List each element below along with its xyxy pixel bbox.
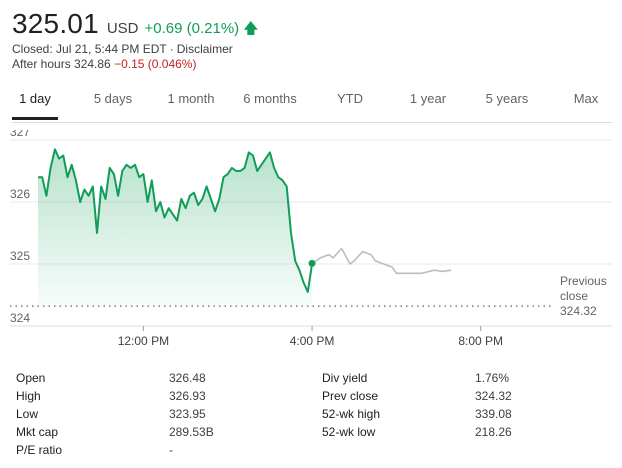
stat-label: Open xyxy=(16,371,46,385)
regular-session-area xyxy=(38,149,312,307)
previous-close-label: Previous xyxy=(560,274,607,288)
stat-value: 326.93 xyxy=(169,389,206,403)
stat-value: 289.53B xyxy=(169,425,214,439)
stat-value: 324.32 xyxy=(475,389,512,403)
market-status: Closed: Jul 21, 5:44 PM EDT · Disclaimer xyxy=(12,42,612,57)
price-chart[interactable]: 327 326 325 324 12:00 PM 4:00 PM 8:00 PM Previo… xyxy=(0,130,622,360)
regular-session-line xyxy=(38,148,313,293)
tab-ytd[interactable]: YTD xyxy=(337,91,363,106)
stat-label: Div yield xyxy=(322,371,368,385)
previous-close-value: 324.32 xyxy=(560,304,597,318)
tab-6-months[interactable]: 6 months xyxy=(243,91,297,106)
disclaimer-link[interactable]: Disclaimer xyxy=(176,42,233,56)
stat-label: Mkt cap xyxy=(16,425,59,439)
tab-1-month[interactable]: 1 month xyxy=(167,91,215,106)
tab-1-day[interactable]: 1 day xyxy=(12,84,58,120)
close-marker xyxy=(308,259,316,267)
separator: · xyxy=(169,42,174,56)
x-tick-label: 8:00 PM xyxy=(458,334,503,348)
y-tick-label: 325 xyxy=(10,249,30,263)
stat-label: Low xyxy=(16,407,39,421)
stat-row-pe-ratio: P/E ratio - xyxy=(16,441,256,459)
current-price: 325.01 xyxy=(12,8,99,39)
stat-value: - xyxy=(169,443,173,457)
stat-row-open: Open 326.48 xyxy=(16,369,256,387)
x-tick-label: 4:00 PM xyxy=(290,334,335,348)
tab-max[interactable]: Max xyxy=(573,91,599,106)
tab-1-year[interactable]: 1 year xyxy=(409,91,447,106)
x-tick-label: 12:00 PM xyxy=(118,334,169,348)
after-hours: After hours 324.86 −0.15 (0.046%) xyxy=(12,57,612,72)
stat-label: 52-wk high xyxy=(322,407,381,421)
y-tick-label: 326 xyxy=(10,187,30,201)
stat-row-div-yield: Div yield 1.76% xyxy=(322,369,562,387)
stats-column-left: Open 326.48 High 326.93 Low 323.95 Mkt cap 2… xyxy=(16,369,256,459)
stat-value: 326.48 xyxy=(169,371,206,385)
currency-code: USD xyxy=(106,20,139,37)
after-hours-line xyxy=(311,247,452,275)
stat-row-mkt-cap: Mkt cap 289.53B xyxy=(16,423,256,441)
stat-label: High xyxy=(16,389,41,403)
y-tick-label: 324 xyxy=(10,311,30,325)
closed-time: Closed: Jul 21, 5:44 PM EDT xyxy=(12,42,167,56)
stat-value: 323.95 xyxy=(169,407,206,421)
arrow-up-icon: 🡅 xyxy=(243,20,259,37)
stat-label: Prev close xyxy=(322,389,379,403)
y-tick-label: 327 xyxy=(10,130,30,139)
stats-column-right: Div yield 1.76% Prev close 324.32 52-wk hi… xyxy=(322,369,562,441)
stat-value: 339.08 xyxy=(475,407,512,421)
stat-value: 218.26 xyxy=(475,425,512,439)
price-change: +0.69 (0.21%) xyxy=(144,20,240,37)
quote-header: 325.01 USD +0.69 (0.21%) 🡅 Closed: Jul 2… xyxy=(12,8,612,72)
stat-row-52wk-high: 52-wk high 339.08 xyxy=(322,405,562,423)
after-hours-price: After hours 324.86 xyxy=(12,57,111,71)
previous-close-label: close xyxy=(560,289,588,303)
price-row: 325.01 USD +0.69 (0.21%) 🡅 xyxy=(12,8,612,42)
price-chart-svg[interactable]: 327 326 325 324 12:00 PM 4:00 PM 8:00 PM Previo… xyxy=(0,130,622,360)
stat-label: P/E ratio xyxy=(16,443,63,457)
after-hours-change: −0.15 (0.046%) xyxy=(114,57,197,71)
range-tabs: 1 day 5 days 1 month 6 months YTD 1 year… xyxy=(12,84,612,123)
stat-label: 52-wk low xyxy=(322,425,376,439)
tab-5-days[interactable]: 5 days xyxy=(93,91,133,106)
stat-row-high: High 326.93 xyxy=(16,387,256,405)
stat-row-52wk-low: 52-wk low 218.26 xyxy=(322,423,562,441)
stat-value: 1.76% xyxy=(475,371,510,385)
tab-5-years[interactable]: 5 years xyxy=(485,91,529,106)
stat-row-prev-close: Prev close 324.32 xyxy=(322,387,562,405)
stat-row-low: Low 323.95 xyxy=(16,405,256,423)
